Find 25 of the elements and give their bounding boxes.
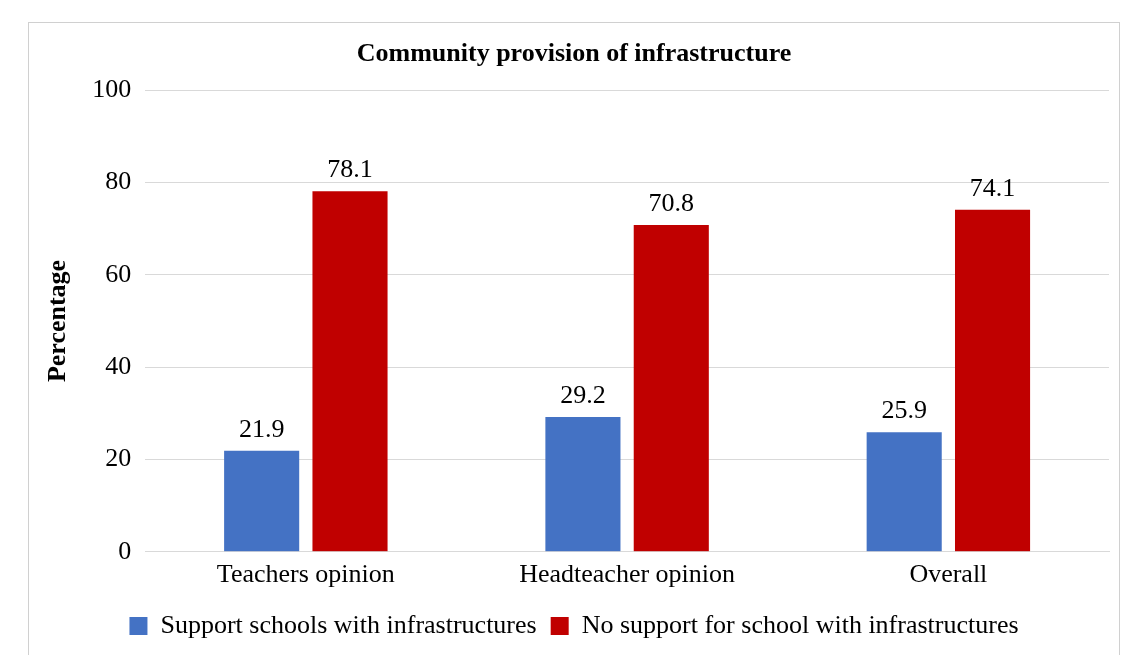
x-tick-label: Headteacher opinion: [519, 559, 736, 589]
legend-label: Support schools with infrastructures: [160, 609, 537, 639]
y-tick-label: 40: [105, 350, 132, 380]
bar: [545, 417, 621, 552]
data-label: 21.9: [238, 413, 285, 443]
x-tick-label: Overall: [909, 559, 988, 589]
legend-label: No support for school with infrastructures: [581, 609, 1019, 639]
data-label: 29.2: [560, 379, 606, 409]
bar: [224, 450, 300, 552]
bar: [633, 224, 709, 552]
y-tick-label: 20: [105, 443, 132, 473]
y-tick-label: 80: [105, 166, 132, 196]
data-label: 70.8: [648, 187, 695, 217]
y-axis-title: Percentage: [42, 259, 72, 383]
y-tick-label: 100: [92, 74, 132, 104]
x-tick-label: Teachers opinion: [216, 559, 395, 589]
y-tick-label: 0: [118, 535, 132, 565]
chart-title: Community provision of infrastructure: [356, 38, 792, 68]
data-label: 74.1: [969, 172, 1016, 202]
data-label: 25.9: [881, 395, 927, 425]
bar: [866, 432, 942, 552]
data-label: 78.1: [327, 154, 373, 184]
bar: [312, 191, 388, 552]
y-tick-label: 60: [105, 258, 132, 288]
bar: [954, 209, 1031, 552]
